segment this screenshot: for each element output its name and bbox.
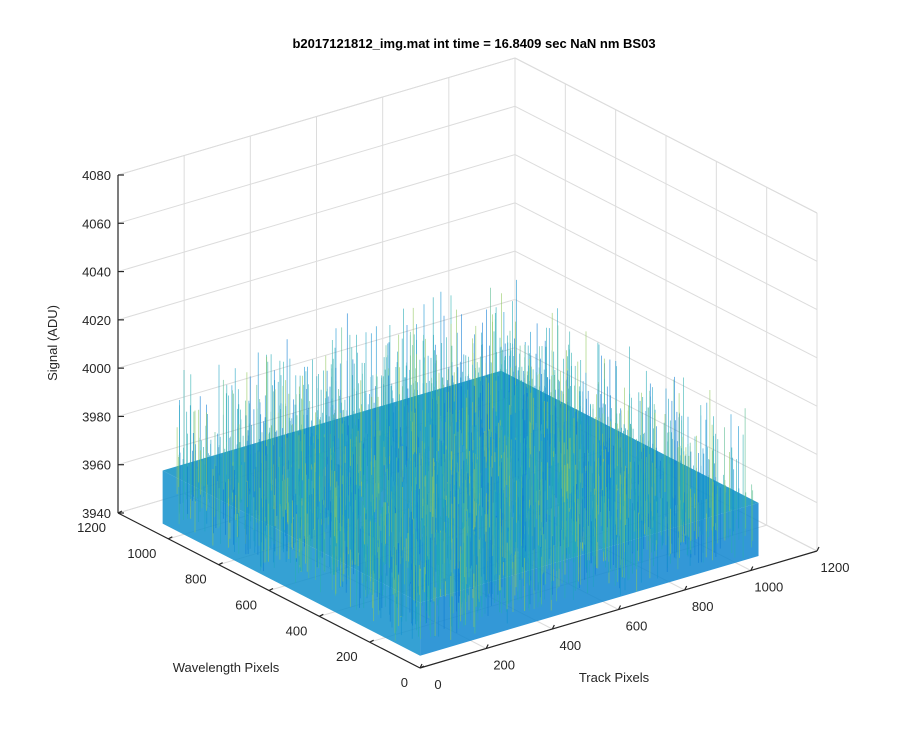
surface-layer [162,279,759,656]
grid-line [514,154,818,311]
y-tick-label: 200 [336,649,358,664]
y-tick-mark [319,613,324,617]
y-tick-mark [218,562,223,566]
x-tick-label: 0 [434,677,441,692]
surface-front-left [162,470,421,656]
z-tick-label: 4020 [82,313,111,328]
y-tick-label: 800 [185,572,207,587]
y-tick-label: 1200 [77,520,106,535]
y-tick-mark [419,665,425,669]
y-tick-label: 400 [286,623,308,638]
tick-labels: 0 200 400 600 800 1000 1200 0 200 400 600 800 1000 12… [77,168,849,692]
y-tick-label: 1000 [127,546,156,561]
x-tick-label: 800 [692,599,714,614]
z-tick-label: 4060 [82,216,111,231]
x-tick-label: 1000 [754,580,783,595]
surface-noise [176,279,754,641]
z-tick-label: 4040 [82,265,111,280]
x-tick-label: 1200 [821,560,850,575]
z-tick-label: 3980 [82,409,111,424]
grid-line [117,202,516,321]
surface-front-right [420,502,759,656]
z-tick-label: 4000 [82,361,111,376]
box-edge [514,57,818,214]
grid-line [514,202,818,359]
x-tick-label: 600 [626,619,648,634]
y-tick-label: 600 [235,598,257,613]
plot-title: b2017121812_img.mat int time = 16.8409 s… [292,36,655,51]
axes-layer [117,174,820,669]
grid-line [514,105,818,262]
x-tick-label: 200 [493,658,515,673]
grid-line [117,154,516,273]
x-tick-mark [750,566,754,571]
x-axis-label: Track Pixels [579,670,650,685]
z-tick-label: 3940 [82,506,111,521]
y-tick-mark [268,587,274,592]
box-edge [117,57,516,176]
x-tick-mark [485,644,489,649]
x-tick-mark [816,546,820,552]
z-axis-label: Signal (ADU) [45,305,60,381]
x-tick-mark [684,585,688,591]
x-tick-mark [617,605,622,610]
y-tick-mark [369,639,374,643]
x-tick-label: 400 [559,638,581,653]
y-axis-label: Wavelength Pixels [173,660,280,675]
grid-line [117,105,516,224]
z-tick-label: 3960 [82,458,111,473]
y-tick-label: 0 [401,675,408,690]
grid-line [514,298,818,455]
grid-line [514,250,818,407]
z-tick-label: 4080 [82,168,111,183]
grid-line [117,250,516,369]
y-tick-mark [168,536,173,540]
x-tick-mark [551,624,555,630]
